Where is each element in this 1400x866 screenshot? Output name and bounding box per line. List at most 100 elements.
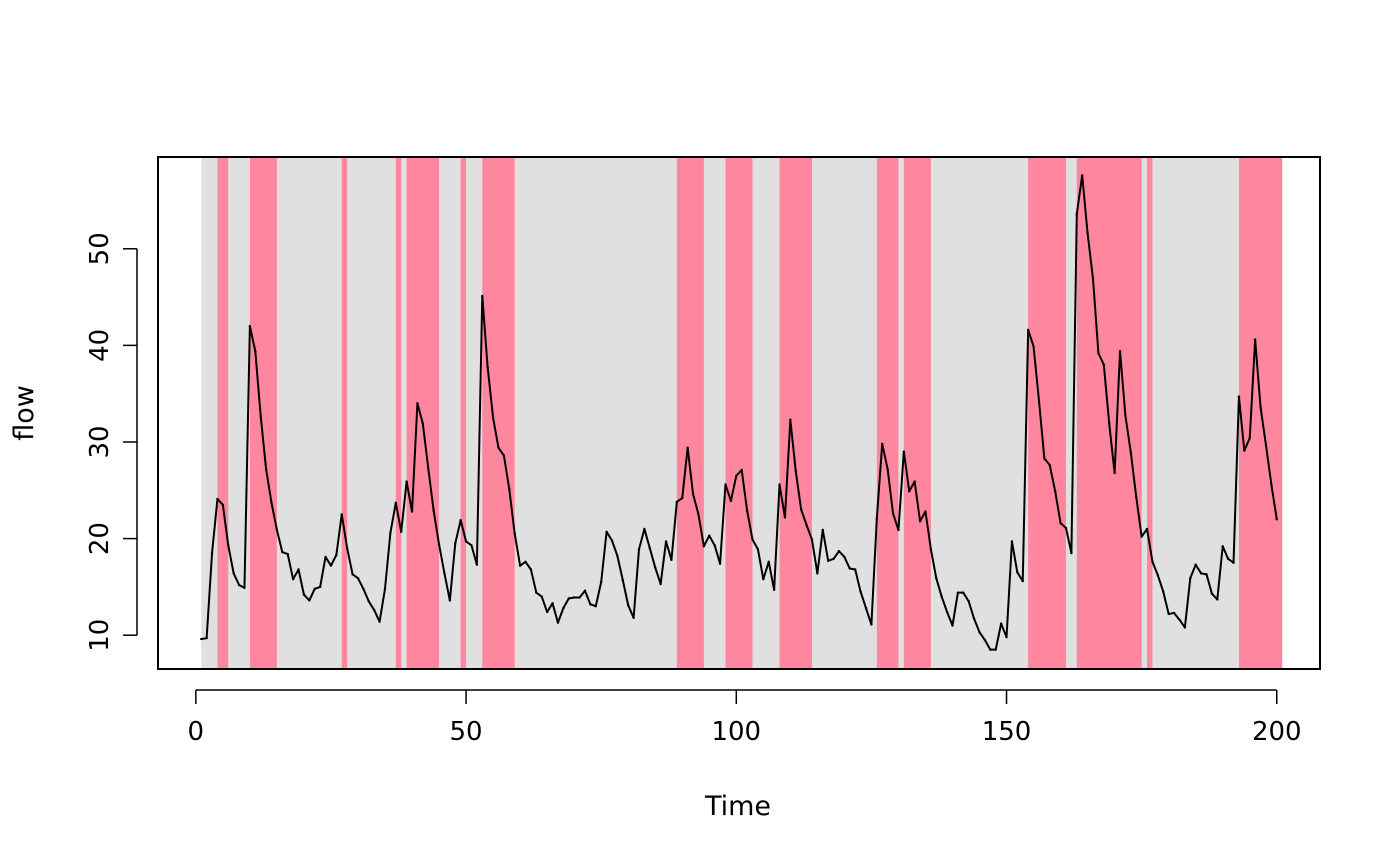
data-point-30 (356, 576, 360, 580)
data-point-107 (772, 588, 776, 591)
y-tick-label-40: 40 (85, 329, 115, 362)
data-point-134 (918, 520, 922, 523)
data-point-23 (318, 585, 322, 589)
highlight-band-12 (1028, 158, 1066, 668)
data-point-26 (335, 553, 338, 557)
data-point-32 (367, 600, 370, 603)
data-point-120 (843, 555, 846, 559)
data-point-141 (956, 591, 960, 594)
data-point-126 (875, 517, 879, 520)
data-point-96 (713, 544, 716, 547)
data-point-34 (378, 620, 381, 623)
data-point-92 (691, 492, 695, 496)
data-point-72 (583, 589, 587, 592)
data-point-70 (572, 596, 576, 599)
data-point-22 (313, 587, 316, 591)
data-point-168 (1102, 363, 1106, 366)
data-point-149 (999, 622, 1003, 625)
data-point-190 (1221, 545, 1224, 548)
data-point-84 (648, 547, 652, 550)
data-point-137 (935, 576, 938, 580)
data-point-177 (1151, 560, 1154, 563)
data-point-116 (821, 528, 824, 532)
data-point-90 (681, 496, 684, 500)
data-point-64 (540, 595, 543, 598)
data-point-110 (789, 418, 792, 421)
data-point-2 (205, 636, 208, 640)
data-point-143 (967, 600, 970, 603)
data-point-41 (416, 402, 419, 405)
data-point-14 (270, 501, 273, 505)
data-point-171 (1118, 349, 1122, 353)
data-point-10 (248, 324, 252, 328)
data-point-17 (286, 552, 289, 556)
data-point-9 (243, 586, 246, 590)
data-point-59 (513, 532, 516, 535)
data-point-169 (1108, 422, 1111, 425)
data-point-4 (216, 497, 219, 501)
data-point-127 (881, 442, 884, 446)
highlight-band-1 (249, 158, 277, 668)
data-point-133 (913, 480, 916, 483)
data-point-115 (816, 572, 819, 575)
data-point-81 (632, 616, 635, 619)
data-point-35 (383, 587, 387, 591)
data-point-139 (945, 610, 949, 614)
data-point-114 (810, 538, 814, 541)
data-point-174 (1135, 495, 1138, 499)
y-tick-label-10: 10 (85, 619, 115, 652)
highlight-band-7 (676, 158, 704, 668)
data-point-37 (394, 501, 397, 505)
data-point-122 (854, 568, 857, 571)
data-point-51 (470, 544, 473, 547)
x-axis: 0 50 100 150 200 (188, 689, 1302, 747)
data-point-38 (400, 530, 403, 534)
flow-series (200, 174, 1278, 651)
data-point-80 (627, 604, 630, 607)
data-point-140 (951, 624, 954, 627)
data-point-188 (1210, 592, 1214, 595)
data-point-159 (1053, 490, 1057, 493)
plot-frame (157, 156, 1321, 670)
data-point-25 (329, 564, 333, 567)
data-point-125 (870, 623, 873, 626)
y-tick-label-20: 20 (85, 522, 115, 555)
data-point-108 (778, 483, 781, 486)
data-point-191 (1226, 557, 1230, 561)
y-tick-label-30: 30 (85, 425, 115, 458)
data-point-11 (254, 349, 257, 353)
data-point-109 (783, 516, 787, 519)
data-point-66 (551, 602, 554, 605)
data-point-27 (340, 513, 343, 516)
data-point-124 (864, 606, 868, 610)
data-point-200 (1275, 518, 1278, 521)
data-point-185 (1194, 563, 1197, 566)
data-point-86 (659, 582, 662, 586)
data-point-128 (886, 467, 889, 471)
data-point-16 (281, 550, 284, 554)
data-point-148 (994, 648, 997, 651)
data-point-69 (567, 597, 570, 600)
data-point-50 (464, 540, 468, 543)
highlight-band-14 (1147, 158, 1153, 668)
data-point-136 (929, 548, 933, 551)
data-point-36 (389, 531, 392, 534)
data-point-77 (610, 539, 614, 542)
data-point-161 (1064, 526, 1068, 530)
data-point-24 (324, 555, 327, 559)
data-point-158 (1048, 463, 1051, 467)
data-point-130 (897, 528, 900, 532)
data-point-160 (1059, 521, 1062, 525)
data-point-189 (1216, 598, 1219, 601)
data-point-74 (594, 605, 597, 608)
data-point-20 (302, 593, 306, 596)
data-point-40 (410, 510, 414, 513)
data-point-163 (1075, 212, 1078, 216)
x-tick-label-50: 50 (450, 717, 483, 747)
data-point-170 (1113, 471, 1116, 475)
data-point-123 (859, 590, 862, 593)
data-point-176 (1145, 527, 1149, 531)
data-point-53 (481, 294, 484, 298)
data-point-39 (405, 480, 408, 483)
data-point-29 (351, 573, 354, 576)
